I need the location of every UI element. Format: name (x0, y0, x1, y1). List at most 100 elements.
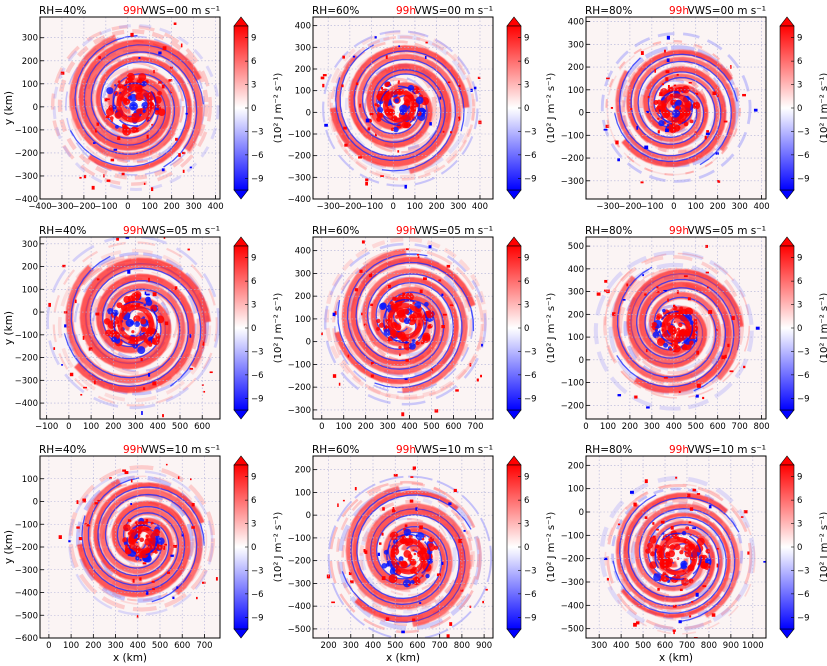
core-cell (688, 578, 694, 584)
convective-cell (98, 56, 102, 59)
core-cell (109, 116, 114, 121)
core-cell (145, 296, 151, 303)
convective-cell (645, 349, 648, 353)
y-tick-label: 300 (568, 288, 584, 298)
y-tick-label: −400 (288, 602, 311, 612)
convective-cell (423, 277, 427, 281)
convective-cell (161, 168, 165, 172)
convective-cell (393, 473, 398, 477)
colorbar: 9 6 3 0 −3 −6 −9 (10² J m⁻² s⁻¹) (233, 455, 284, 639)
core-cell (398, 345, 402, 350)
colorbar-tick-label: −3 (524, 127, 537, 137)
convective-cell (689, 615, 692, 618)
convective-cell (654, 68, 657, 73)
panel-1: −400−300−200−100 0 100 200 300 4003002001000−… (3, 5, 284, 212)
colorbar-extend-min (779, 628, 795, 639)
convective-cell (633, 502, 637, 507)
convective-cell (705, 132, 710, 135)
core-cell (376, 318, 381, 324)
colorbar-tick-label: −3 (524, 566, 537, 576)
core-cell (123, 295, 131, 304)
rainband-ring (57, 248, 212, 403)
convective-cell (108, 234, 112, 237)
convective-cell (665, 128, 669, 133)
plot-frame (585, 455, 767, 639)
core-cell (134, 321, 140, 327)
convective-cell (716, 563, 719, 568)
grid-lines (313, 456, 493, 638)
heatmap-field (50, 22, 220, 192)
panel-vws-label: VWS=00 m s⁻¹ (141, 5, 220, 17)
colorbar-tick-label: −6 (251, 590, 264, 600)
colorbar-tick-label: −9 (251, 394, 264, 404)
convective-cell (145, 519, 149, 523)
spiral-arm-negative (616, 266, 717, 378)
x-tick-label: 0 (671, 202, 676, 212)
convective-cell (635, 621, 640, 625)
core-cell (139, 537, 145, 543)
x-tick-label: 300 (343, 641, 359, 651)
convective-cell (425, 41, 428, 44)
colorbar-extend-min (233, 189, 249, 200)
core-cell (669, 544, 675, 550)
x-tick-label: 700 (467, 422, 483, 432)
x-tick-label: −100 (360, 202, 383, 212)
convective-cell (391, 509, 396, 513)
core-cell (157, 537, 165, 545)
colorbar-tick-label: 0 (797, 324, 802, 334)
x-tick-label: 500 (152, 641, 168, 651)
rainband-ring (50, 24, 212, 186)
colorbar-tick-label: −3 (251, 566, 264, 576)
core-cell (670, 100, 675, 106)
panel-9: 300 400 500 600 700 800 900 10002001000−100−200… (561, 444, 827, 664)
core-cell (669, 347, 673, 351)
x-tick-label: 400 (130, 641, 146, 651)
y-tick-label: 200 (568, 63, 584, 73)
rainband-ring (68, 470, 214, 616)
convective-cell (354, 487, 357, 491)
colorbar-extend-min (506, 409, 522, 420)
colorbar-tick-label: −3 (797, 347, 810, 357)
core-cell (112, 309, 119, 317)
y-tick-label: 100 (22, 80, 38, 90)
core-cell (385, 562, 390, 567)
y-tick-label: 100 (568, 333, 584, 343)
convective-cell (343, 126, 347, 130)
core-cell (647, 542, 653, 549)
convective-cell (498, 558, 501, 562)
panel-2: −300−200−100 0 100 200 300 4004003002001000−1… (288, 5, 557, 212)
convective-cell (640, 181, 644, 184)
convective-cell (655, 528, 659, 531)
core-cell (145, 534, 149, 538)
convective-cell (458, 116, 461, 121)
x-tick-label: 400 (365, 641, 381, 651)
convective-cell (661, 83, 665, 86)
core-cell (399, 104, 408, 114)
x-tick-label: −300 (596, 202, 619, 212)
x-tick-label: 300 (127, 422, 143, 432)
y-tick-label: 400 (295, 247, 311, 257)
convective-cell (409, 499, 414, 503)
convective-cell (173, 22, 177, 25)
convective-cell (743, 365, 746, 369)
panel-time-label: 99h (669, 444, 689, 456)
convective-cell (470, 88, 473, 92)
x-tick-label: 800 (701, 641, 717, 651)
convective-cell (596, 292, 601, 296)
heatmap-field (46, 234, 220, 418)
convective-cell (429, 122, 432, 126)
core-cell (403, 121, 411, 129)
convective-cell (424, 55, 427, 59)
convective-cell (106, 179, 111, 182)
convective-cell (633, 622, 637, 627)
x-tick-label: 600 (194, 422, 210, 432)
convective-cell (189, 333, 192, 338)
y-tick-label: 0 (306, 108, 311, 118)
convective-cell (446, 634, 450, 638)
eyewall-ring (128, 526, 156, 554)
convective-cell (731, 316, 735, 321)
y-tick-label: −300 (15, 376, 38, 386)
colorbar-tick-label: −9 (251, 174, 264, 184)
x-tick-label: 500 (387, 641, 403, 651)
convective-cell (189, 367, 194, 370)
